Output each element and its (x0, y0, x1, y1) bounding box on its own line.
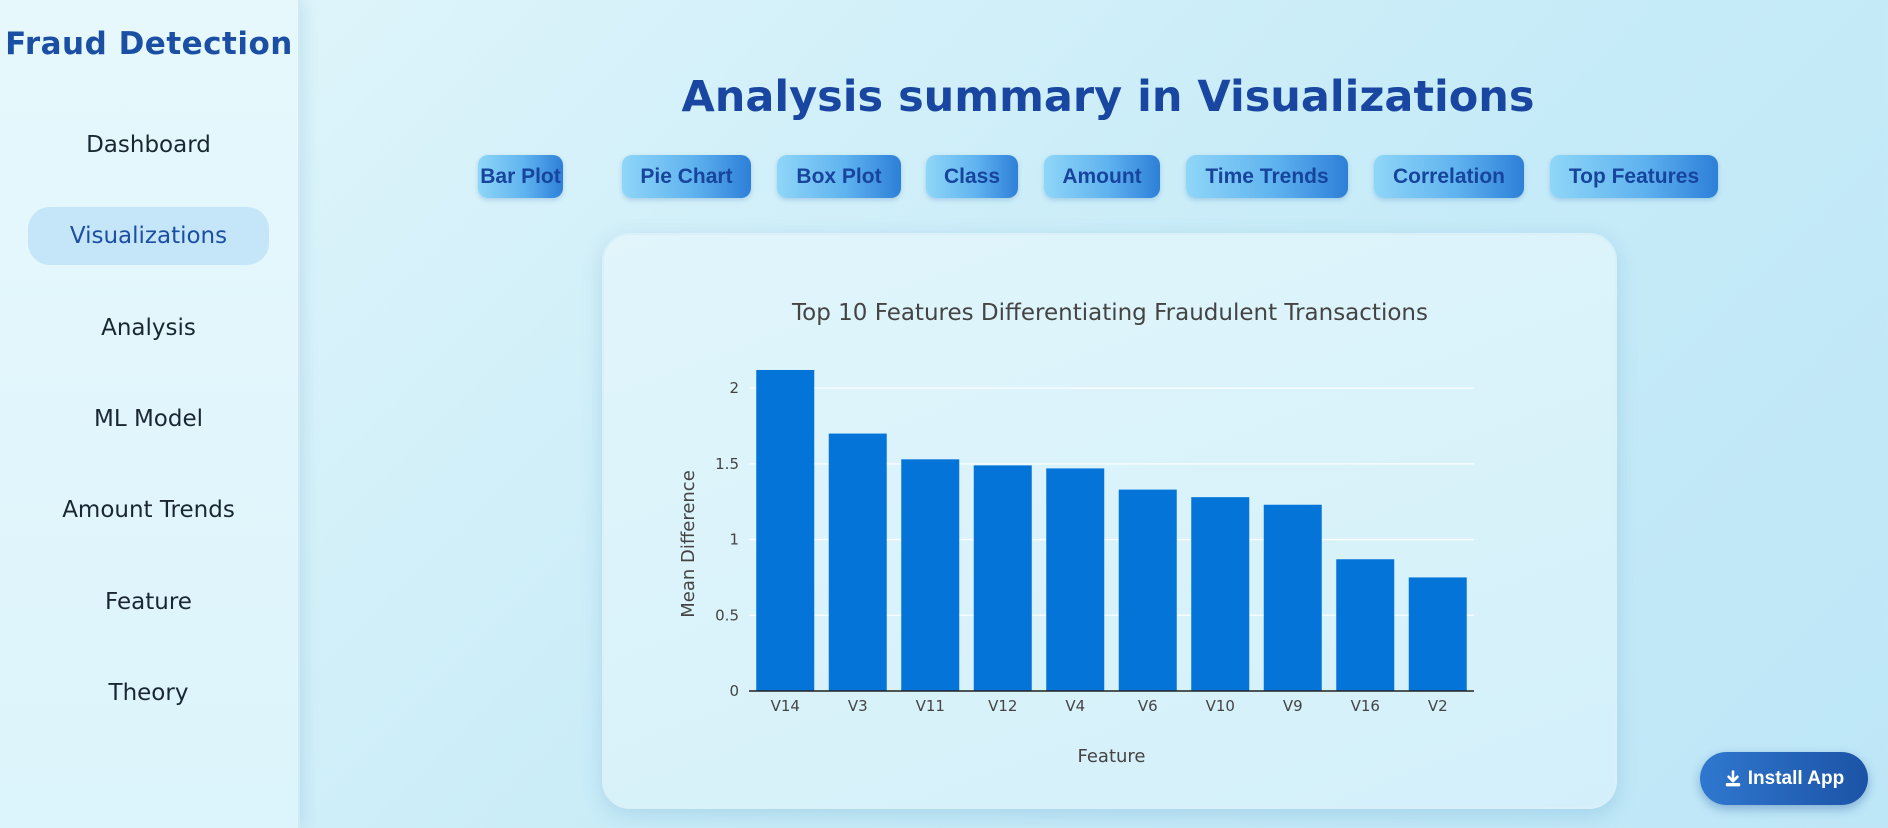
x-tick-label: V9 (1283, 697, 1303, 715)
x-axis-label: Feature (1077, 746, 1145, 767)
tab-box-plot[interactable]: Box Plot (777, 155, 901, 198)
sidebar-item-label: ML Model (93, 406, 204, 432)
bar-v4 (1046, 468, 1105, 691)
tab-top-features[interactable]: Top Features (1550, 155, 1718, 198)
sidebar: Fraud Detection Dashboard Visualizations… (0, 0, 300, 828)
bar-v6 (1118, 489, 1177, 691)
y-tick-label: 1.5 (715, 455, 739, 473)
sidebar-item-label: Theory (108, 680, 189, 706)
bar-v16 (1336, 559, 1395, 691)
x-tick-label: V2 (1428, 697, 1448, 715)
y-tick-label: 1 (729, 531, 739, 549)
tab-amount[interactable]: Amount (1044, 155, 1160, 198)
top-features-bar-chart: Top 10 Features Differentiating Fraudule… (678, 300, 1474, 767)
sidebar-item-ml-model[interactable]: ML Model (28, 390, 269, 448)
sidebar-item-theory[interactable]: Theory (28, 664, 269, 722)
sidebar-item-label: Analysis (101, 315, 196, 341)
y-tick-label: 0.5 (715, 606, 739, 624)
bar-v2 (1408, 577, 1467, 691)
chart-card: Top 10 Features Differentiating Fraudule… (602, 233, 1617, 809)
x-tick-label: V4 (1065, 697, 1085, 715)
install-app-button[interactable]: Install App (1700, 752, 1868, 805)
sidebar-item-amount-trends[interactable]: Amount Trends (28, 481, 269, 539)
sidebar-item-dashboard[interactable]: Dashboard (28, 116, 269, 174)
bar-v12 (973, 465, 1032, 691)
y-tick-label: 2 (729, 379, 739, 397)
brand-title: Fraud Detection (5, 26, 293, 62)
x-tick-label: V11 (916, 697, 945, 715)
y-tick-label: 0 (729, 682, 739, 700)
tab-time-trends[interactable]: Time Trends (1186, 155, 1348, 198)
x-tick-label: V16 (1351, 697, 1380, 715)
x-tick-label: V14 (771, 697, 800, 715)
tab-bar-plot[interactable]: Bar Plot (478, 155, 563, 198)
download-icon (1724, 769, 1742, 788)
page-title: Analysis summary in Visualizations (681, 72, 1535, 122)
sidebar-item-label: Feature (105, 589, 192, 615)
bar-v3 (828, 433, 887, 691)
x-tick-label: V6 (1138, 697, 1158, 715)
tab-pie-chart[interactable]: Pie Chart (622, 155, 751, 198)
bar-v14 (756, 369, 815, 691)
chart-title: Top 10 Features Differentiating Fraudule… (791, 300, 1428, 326)
sidebar-item-visualizations[interactable]: Visualizations (28, 207, 269, 265)
y-axis-label: Mean Difference (678, 470, 699, 618)
sidebar-item-label: Amount Trends (62, 497, 235, 523)
x-tick-label: V12 (988, 697, 1017, 715)
bar-v11 (901, 459, 960, 691)
bar-v9 (1263, 504, 1322, 691)
x-tick-label: V10 (1206, 697, 1235, 715)
sidebar-item-label: Visualizations (69, 223, 228, 249)
tab-class[interactable]: Class (926, 155, 1018, 198)
x-tick-label: V3 (848, 697, 868, 715)
sidebar-item-feature[interactable]: Feature (28, 573, 269, 631)
tab-correlation[interactable]: Correlation (1374, 155, 1524, 198)
bar-v10 (1191, 497, 1250, 691)
sidebar-item-analysis[interactable]: Analysis (28, 299, 269, 357)
install-app-label: Install App (1747, 767, 1845, 789)
sidebar-item-label: Dashboard (86, 132, 211, 158)
